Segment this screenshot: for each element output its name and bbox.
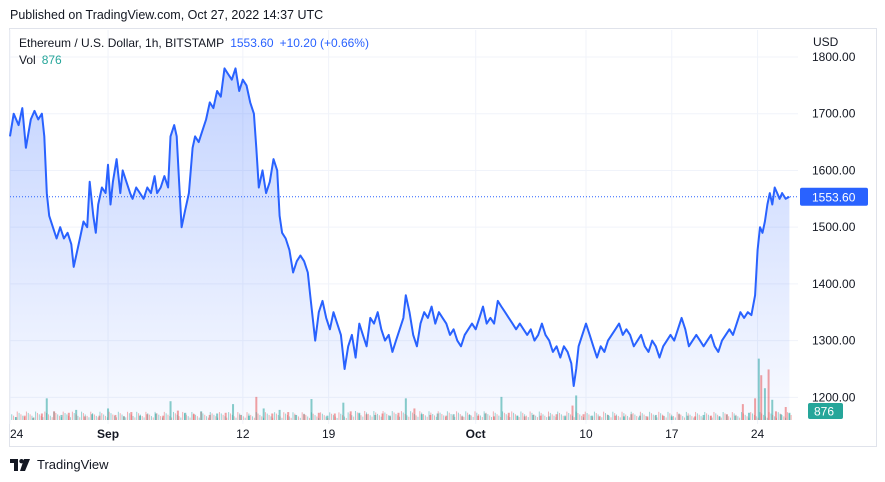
last-price-badge: [800, 187, 868, 206]
y-tick-label: 1400.00: [812, 277, 856, 291]
y-tick-label: 1500.00: [812, 220, 856, 234]
x-tick-label: Oct: [466, 427, 486, 441]
last-volume-label: 876: [814, 405, 834, 419]
tradingview-logo-icon: [10, 458, 32, 471]
x-tick-label: 10: [579, 427, 593, 441]
legend-change: +10.20 (+0.66%): [279, 36, 369, 50]
x-tick-label: 19: [322, 427, 336, 441]
price-area: [10, 68, 790, 421]
price-line[interactable]: [9, 67, 790, 387]
footer-brand[interactable]: TradingView: [10, 457, 109, 472]
chart-legend: Ethereum / U.S. Dollar, 1h, BITSTAMP 1553…: [19, 35, 369, 69]
y-tick-label: 1700.00: [812, 107, 856, 121]
legend-symbol: Ethereum / U.S. Dollar, 1h, BITSTAMP: [19, 36, 225, 50]
last-volume-badge: [808, 403, 843, 419]
x-tick-label: 12: [236, 427, 250, 441]
y-tick-label: 1200.00: [812, 390, 856, 404]
y-tick-label: 1300.00: [812, 334, 856, 348]
y-tick-label: 1600.00: [812, 163, 856, 177]
last-price-label: 1553.60: [812, 190, 856, 204]
legend-volume-label: Vol: [19, 53, 36, 67]
legend-volume-row: Vol 876: [19, 52, 369, 69]
published-caption: Published on TradingView.com, Oct 27, 20…: [10, 8, 324, 22]
x-tick-label: 24: [10, 427, 24, 441]
volume-bar: [790, 414, 792, 420]
legend-price: 1553.60: [230, 36, 274, 50]
x-tick-label: Sep: [97, 427, 119, 441]
volume-bar: [788, 412, 791, 420]
footer-brand-name: TradingView: [37, 457, 109, 472]
legend-symbol-row: Ethereum / U.S. Dollar, 1h, BITSTAMP 1553…: [19, 35, 369, 52]
y-tick-label: 1800.00: [812, 50, 856, 64]
legend-volume-value: 876: [41, 53, 62, 67]
x-tick-label: 17: [665, 427, 679, 441]
currency-label: USD: [813, 35, 839, 49]
x-tick-label: 24: [751, 427, 765, 441]
